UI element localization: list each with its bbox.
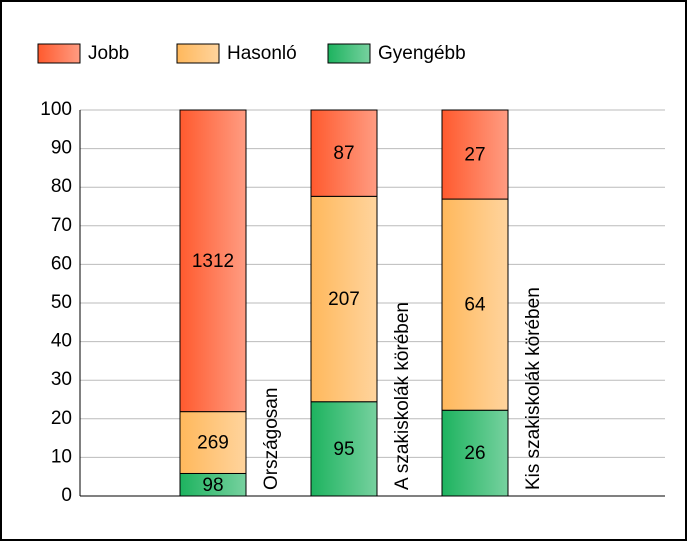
bar-segment bbox=[310, 401, 378, 497]
y-tick-label: 0 bbox=[61, 485, 72, 506]
data-label: 1312 bbox=[192, 251, 234, 272]
data-label: 26 bbox=[464, 443, 485, 464]
data-label: 64 bbox=[464, 295, 486, 316]
data-label: 87 bbox=[333, 143, 354, 164]
y-tick-label: 80 bbox=[51, 176, 72, 197]
bar-segment bbox=[179, 411, 247, 474]
y-tick-label: 60 bbox=[51, 253, 72, 274]
legend-label: Gyengébb bbox=[378, 43, 466, 64]
y-tick-label: 10 bbox=[51, 446, 72, 467]
y-tick-label: 70 bbox=[51, 215, 72, 236]
data-label: 98 bbox=[202, 475, 223, 496]
y-tick-label: 20 bbox=[51, 408, 72, 429]
y-tick-label: 100 bbox=[40, 99, 72, 120]
legend-swatch bbox=[37, 43, 81, 64]
bar-segment bbox=[179, 109, 247, 413]
y-tick-label: 40 bbox=[51, 331, 72, 352]
y-tick-label: 50 bbox=[51, 292, 72, 313]
legend-swatch bbox=[176, 43, 220, 64]
data-label: 95 bbox=[333, 439, 354, 460]
data-label: 207 bbox=[328, 289, 360, 310]
data-label: 269 bbox=[197, 433, 229, 454]
bar-segment bbox=[441, 198, 509, 411]
x-tick-label: Kis szakiskolák körében bbox=[523, 287, 544, 490]
legend-swatch bbox=[327, 43, 371, 64]
y-tick-label: 90 bbox=[51, 138, 72, 159]
bar-segment bbox=[310, 109, 378, 197]
bar-segment bbox=[441, 109, 509, 200]
x-tick-label: A szakiskolák körében bbox=[392, 302, 413, 490]
legend-label: Hasonló bbox=[227, 43, 297, 64]
bar-segment bbox=[310, 195, 378, 403]
legend-label: Jobb bbox=[88, 43, 129, 64]
y-tick-label: 30 bbox=[51, 369, 72, 390]
data-label: 27 bbox=[464, 145, 485, 166]
x-tick-label: Országosan bbox=[261, 388, 282, 490]
